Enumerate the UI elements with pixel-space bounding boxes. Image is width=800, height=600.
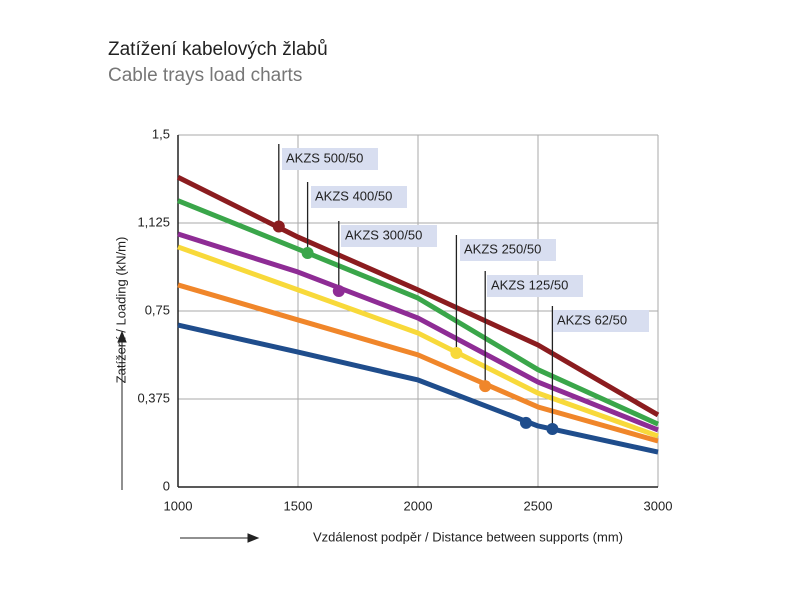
y-tick-label: 0 (163, 478, 170, 493)
marker (520, 416, 532, 429)
axis-arrows (117, 330, 260, 543)
marker (272, 220, 285, 233)
x-tick-label: 1500 (284, 498, 313, 513)
x-tick-label: 1000 (164, 498, 193, 513)
callout-box (282, 148, 378, 170)
x-axis-label: Vzdálenost podpěr / Distance between sup… (313, 529, 623, 544)
y-tick-label: 1,125 (137, 214, 170, 229)
series-label: AKZS 400/50 (315, 188, 392, 203)
callout-box (487, 275, 583, 297)
series-line (177, 231, 659, 433)
chart-title: Zatížení kabelových žlabů (108, 39, 328, 60)
y-tick-label: 1,5 (152, 126, 170, 141)
marker (479, 380, 492, 393)
series-label: AKZS 500/50 (286, 150, 363, 165)
y-tick-label: 0,75 (145, 302, 170, 317)
series-line (177, 198, 660, 427)
marker (546, 423, 559, 436)
series-line (176, 175, 660, 418)
series-label: AKZS 125/50 (491, 277, 568, 292)
series-line (177, 282, 659, 444)
series-line (177, 244, 659, 439)
y-axis-label: Zatížení / Loading (kN/m) (113, 237, 128, 384)
x-tick-label: 3000 (644, 498, 673, 513)
series-label: AKZS 300/50 (345, 227, 422, 242)
x-tick-label: 2000 (404, 498, 433, 513)
callout-box (341, 225, 437, 247)
x-tick-label: 2500 (524, 498, 553, 513)
y-tick-label: 0,375 (137, 390, 170, 405)
callout-box (311, 186, 407, 208)
marker (301, 247, 314, 260)
chart-subtitle: Cable trays load charts (108, 65, 302, 86)
marker (332, 285, 345, 298)
series-label: AKZS 62/50 (557, 312, 627, 327)
callout-box (460, 239, 556, 261)
marker (450, 347, 463, 360)
callout-box (553, 310, 649, 332)
series-line (177, 322, 659, 455)
series-label: AKZS 250/50 (464, 241, 541, 256)
